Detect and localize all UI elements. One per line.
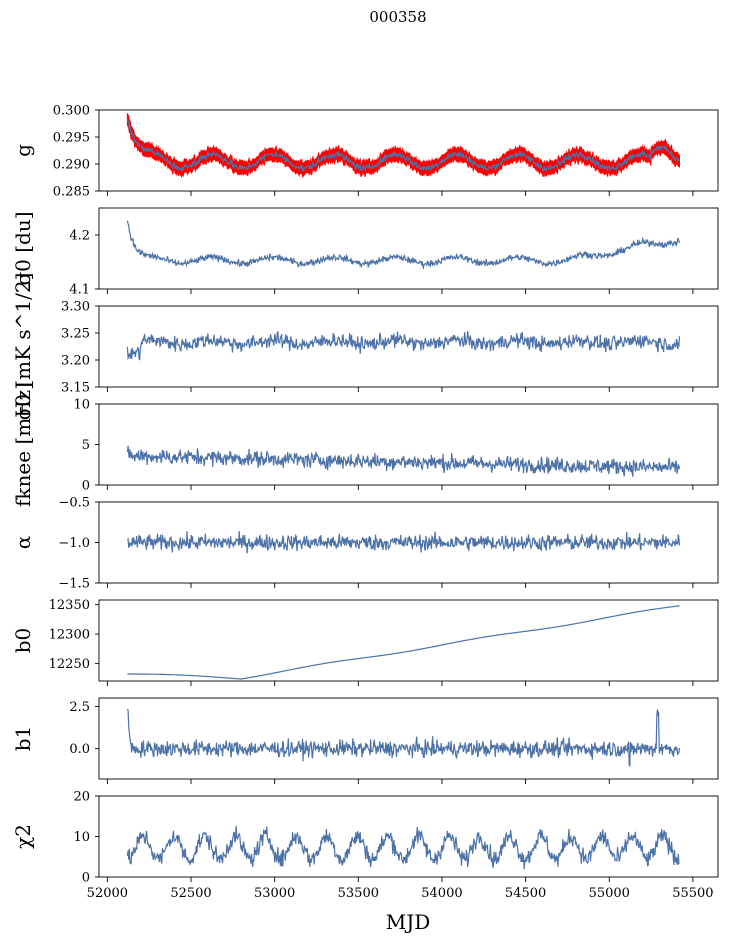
y-tick-label: 0.300 [53,104,90,119]
series-line [126,220,681,271]
y-axis-label: g [11,144,35,157]
x-tick-label: 54500 [505,886,546,901]
x-tick-label: 53500 [338,886,379,901]
y-tick-label: 4.1 [69,283,90,298]
x-axis-label: MJD [386,910,431,934]
axes-frame [98,109,719,192]
y-tick-label: −1.5 [58,577,90,592]
axes-frame [98,207,719,290]
x-tick-label: 55000 [589,886,630,901]
y-tick-label: 0 [82,871,90,886]
y-tick-label: 10 [73,830,90,845]
panel-6: 12250 12300 12350 b0 [11,598,719,686]
panel-8: 0 10 20 52000 52500 53000 53500 54000 54500 55000… [11,790,719,901]
y-axis-label: α [11,536,35,550]
y-axis-label: b1 [11,726,35,752]
axes-frame [98,501,719,584]
y-axis-label: χ2 [11,824,35,849]
y-tick-label: 12300 [49,628,90,643]
x-tick-label: 52500 [170,886,211,901]
axes-frame [98,697,719,780]
y-tick-label: −0.5 [58,496,90,511]
axes-frame [98,599,719,682]
y-tick-label: 2.5 [69,700,90,715]
y-tick-label: 20 [73,790,90,805]
x-tick-label: 53000 [254,886,295,901]
y-tick-label: 0.290 [53,158,90,173]
panel-1: 0.285 0.290 0.295 0.300 g [11,104,719,200]
figure-title: 000358 [369,8,426,26]
y-tick-label: 3.30 [61,300,90,315]
panel-7: 0.0 2.5 b1 [11,697,719,784]
panel-4: 0 5 10 fknee [mHz] [11,382,719,507]
y-axis-label: b0 [11,628,35,654]
y-tick-label: 12250 [49,657,90,672]
uncertainty-band [126,113,680,179]
series-line [126,118,681,173]
y-axis-label: σ0 [mK s^1/2] [11,273,35,421]
panel-3: 3.15 3.20 3.25 3.30 σ0 [mK s^1/2] [11,273,719,421]
axes-frame [98,795,719,878]
y-tick-label: 3.15 [61,381,90,396]
axes-frame [98,403,719,486]
y-tick-label: 0 [82,479,90,494]
panel-2: 4.1 4.2 σ0 [du] [11,207,719,298]
y-tick-label: 0.0 [69,742,90,757]
series-line [126,445,681,477]
y-tick-label: 4.2 [69,229,90,244]
y-tick-label: 3.20 [61,354,90,369]
series-line [126,531,681,554]
x-tick-label: 52000 [87,886,128,901]
y-tick-label: 0.295 [53,131,90,146]
series-line [127,605,680,680]
y-tick-label: −1.0 [58,536,90,551]
y-tick-label: 0.285 [53,185,90,200]
panel-5: −1.5 −1.0 −0.5 α [11,496,719,592]
x-tick-label: 54000 [421,886,462,901]
y-axis-label: fknee [mHz] [11,382,35,507]
x-tick-label: 55500 [672,886,713,901]
series-line [126,708,681,768]
y-tick-label: 5 [82,438,90,453]
y-axis-label: σ0 [du] [11,211,35,285]
axes-frame [98,305,719,388]
y-tick-label: 3.25 [61,327,90,342]
y-tick-label: 12350 [49,598,90,613]
series-line [126,330,681,361]
series-line [126,825,680,870]
y-tick-label: 10 [73,398,90,413]
